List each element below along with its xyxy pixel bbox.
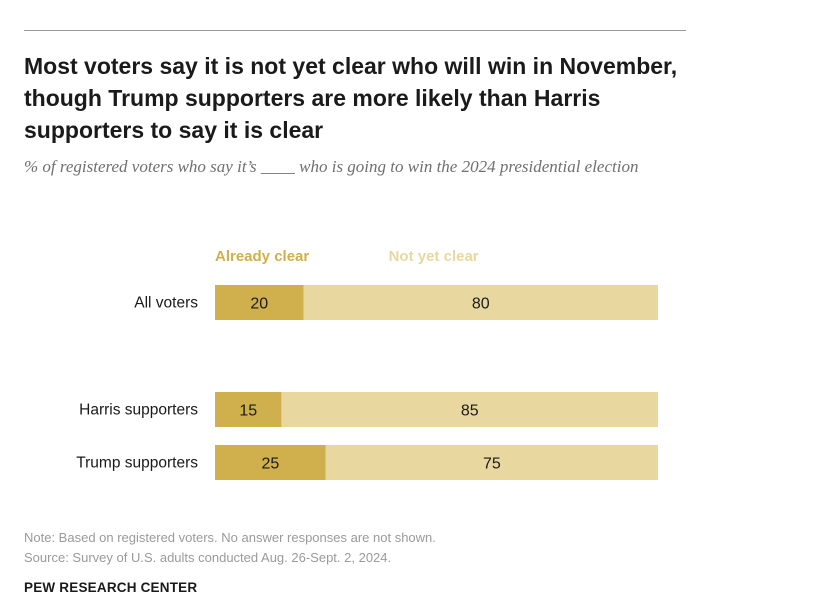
chart-subtitle: % of registered voters who say it’s ____… <box>24 157 639 176</box>
category-label-harris-supporters: Harris supporters <box>79 402 198 419</box>
source-text: Source: Survey of U.S. adults conducted … <box>24 550 392 565</box>
note-text: Note: Based on registered voters. No ans… <box>24 530 436 545</box>
bar-trump-supporters-not-yet-clear <box>325 445 658 480</box>
category-label-trump-supporters: Trump supporters <box>76 455 198 472</box>
bar-all-voters-already-clear <box>215 285 304 320</box>
data-label-harris-supporters-already-clear: 15 <box>239 403 257 420</box>
bar-all-voters-not-yet-clear <box>303 285 658 320</box>
bar-harris-supporters-already-clear <box>215 392 282 427</box>
footnote: Note: Based on registered voters. No ans… <box>24 528 436 568</box>
data-label-all-voters-not-yet-clear: 80 <box>472 296 490 313</box>
data-label-all-voters-already-clear: 20 <box>250 296 268 313</box>
data-label-trump-supporters-not-yet-clear: 75 <box>483 456 501 473</box>
stacked-bar-chart: Already clear Not yet clear All voters 20 80… <box>76 248 658 480</box>
brand-logo-text: PEW RESEARCH CENTER <box>24 580 198 595</box>
data-label-trump-supporters-already-clear: 25 <box>261 456 279 473</box>
bar-harris-supporters-not-yet-clear <box>281 392 658 427</box>
chart-title: Most voters say it is not yet clear who … <box>24 53 678 143</box>
top-rule <box>24 30 686 31</box>
legend-label-not-yet-clear: Not yet clear <box>389 248 479 265</box>
category-label-all-voters: All voters <box>134 295 198 312</box>
bar-trump-supporters-already-clear <box>215 445 326 480</box>
data-label-harris-supporters-not-yet-clear: 85 <box>461 403 479 420</box>
legend-label-already-clear: Already clear <box>215 248 309 265</box>
